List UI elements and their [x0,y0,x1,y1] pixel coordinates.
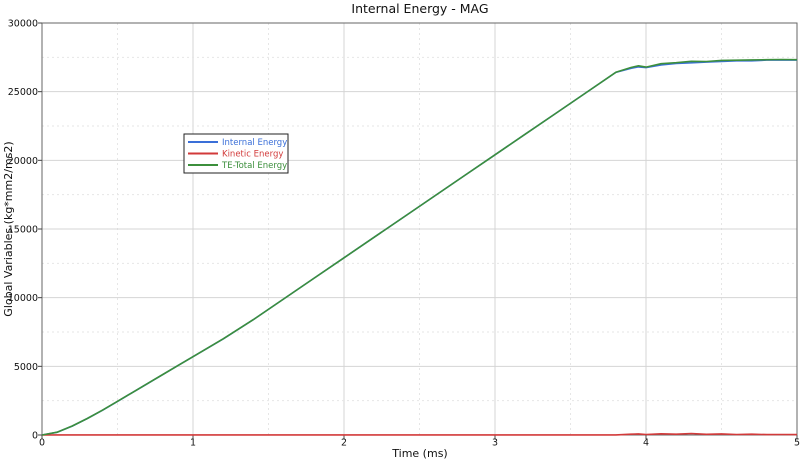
x-tick-label: 2 [341,438,347,449]
series-line-te-total-energy [41,58,798,436]
x-tick-label: 3 [492,438,498,449]
x-tick-label: 1 [190,438,196,449]
y-tick-label: 0 [32,431,38,442]
x-tick-label: 4 [643,438,649,449]
chart-title: Internal Energy - MAG [351,1,488,16]
y-tick-label: 20000 [8,156,38,167]
grid [42,23,797,435]
x-axis-ticks: 0 1 2 3 4 5 [39,435,800,449]
legend-label-internal-energy: Internal Energy [222,138,287,148]
legend-label-kinetic-energy: Kinetic Energy [222,150,283,160]
y-axis-ticks: 0 5000 10000 15000 20000 25000 30000 [8,19,42,442]
y-axis-label: Global Variables (kg*mm2/ms2) [2,141,15,316]
series-line-kinetic-energy [41,432,798,436]
x-axis-label: Time (ms) [391,447,447,460]
y-tick-label: 15000 [8,225,38,236]
y-tick-label: 10000 [8,293,38,304]
y-tick-label: 5000 [14,362,38,373]
series-lines [41,58,798,436]
x-tick-label: 0 [39,438,45,449]
y-tick-label: 30000 [8,19,38,30]
x-tick-label: 5 [794,438,800,449]
y-tick-label: 25000 [8,87,38,98]
legend-label-te-total-energy: TE-Total Energy [221,161,287,171]
